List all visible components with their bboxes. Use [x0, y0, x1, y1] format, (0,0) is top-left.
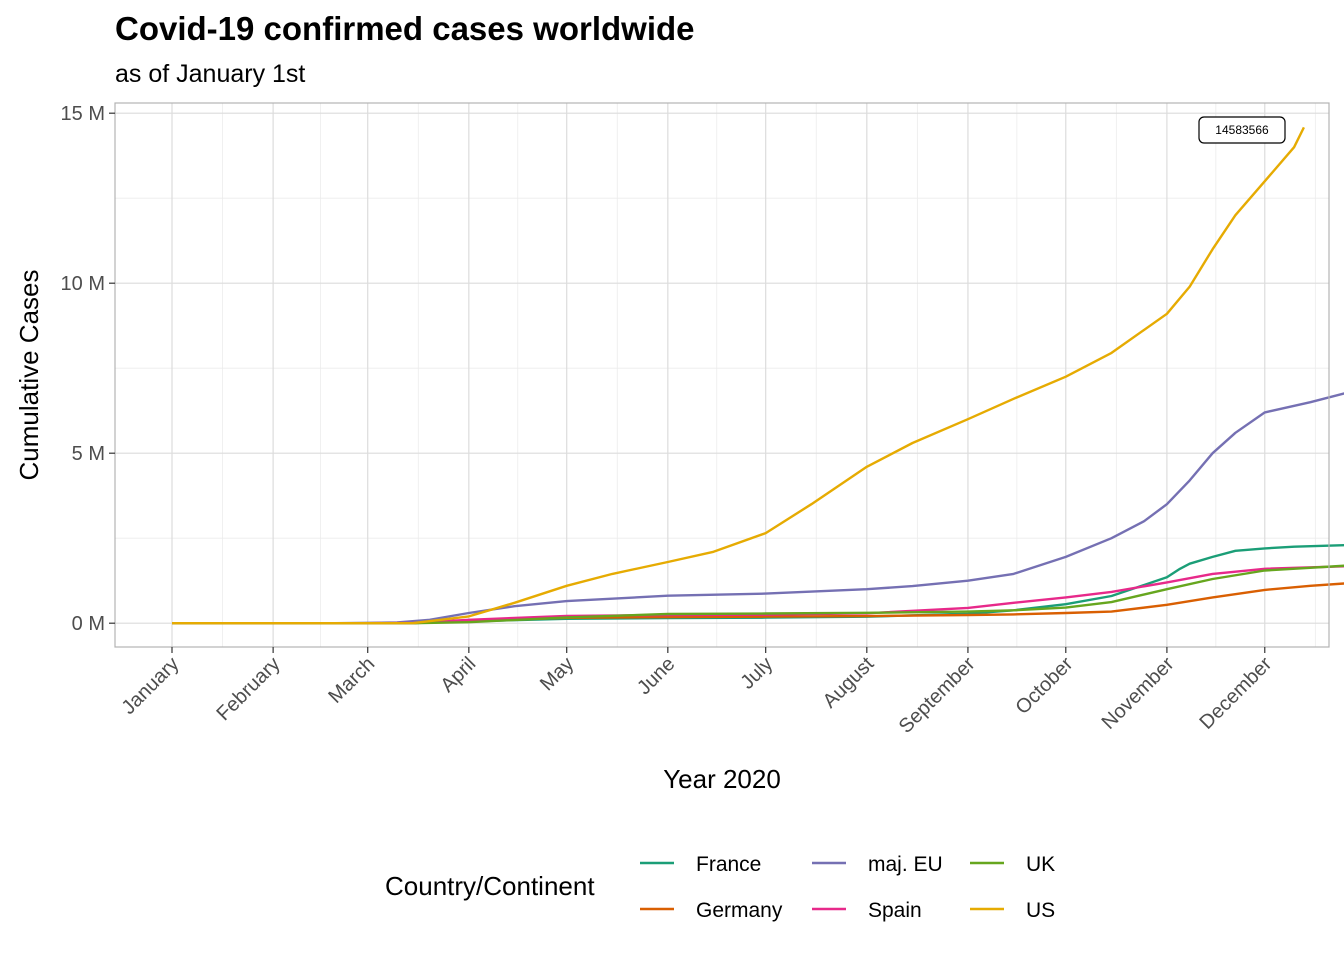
x-tick-label: March — [324, 653, 379, 708]
x-tick-label: December — [1196, 653, 1277, 734]
series-line-maj-eu — [172, 392, 1344, 625]
legend-title: Country/Continent — [385, 871, 595, 901]
panel-border — [114, 102, 1330, 648]
y-tick-label: 5 M — [72, 443, 105, 465]
x-axis-title: Year 2020 — [663, 764, 781, 794]
series-lines — [172, 126, 1344, 625]
x-tick-label: August — [819, 653, 879, 713]
x-tick-label: June — [633, 653, 679, 699]
chart-title: Covid-19 confirmed cases worldwide — [115, 10, 695, 47]
x-tick-label: May — [536, 653, 578, 695]
legend-label-us: US — [1026, 899, 1055, 922]
series-line-us — [172, 126, 1305, 625]
chart-subtitle: as of January 1st — [115, 60, 305, 88]
legend: Country/Continent France Germany maj. EU Sp… — [385, 853, 1055, 922]
legend-label-uk: UK — [1026, 853, 1055, 876]
callout-text: 14583566 — [1215, 123, 1269, 137]
y-tick-label: 0 M — [72, 613, 105, 635]
x-tick-label: November — [1098, 653, 1179, 734]
series-line-uk — [172, 564, 1344, 625]
callout-label: 14583566 — [1198, 116, 1286, 144]
legend-label-spain: Spain — [868, 899, 922, 922]
legend-label-france: France — [696, 853, 761, 876]
x-tick-label: July — [737, 653, 778, 694]
plot-panel: 14583566 — [114, 102, 1344, 648]
legend-label-germany: Germany — [696, 899, 783, 922]
grid — [115, 103, 1329, 647]
y-axis: 0 M 5 M 10 M 15 M — [61, 103, 115, 635]
x-tick-label: January — [118, 653, 184, 719]
legend-label-maj-eu: maj. EU — [868, 853, 943, 876]
x-tick-label: September — [895, 653, 980, 738]
y-tick-label: 10 M — [61, 273, 105, 295]
y-tick-label: 15 M — [61, 103, 105, 125]
callout-box — [1198, 116, 1286, 144]
x-tick-label: February — [213, 653, 285, 725]
panel-background — [115, 103, 1329, 647]
x-tick-label: October — [1011, 653, 1077, 719]
x-axis: January February March April May June July Augu… — [118, 647, 1277, 738]
x-tick-label: April — [437, 653, 481, 697]
y-axis-title: Cumulative Cases — [14, 270, 44, 481]
series-line-spain — [172, 565, 1344, 625]
